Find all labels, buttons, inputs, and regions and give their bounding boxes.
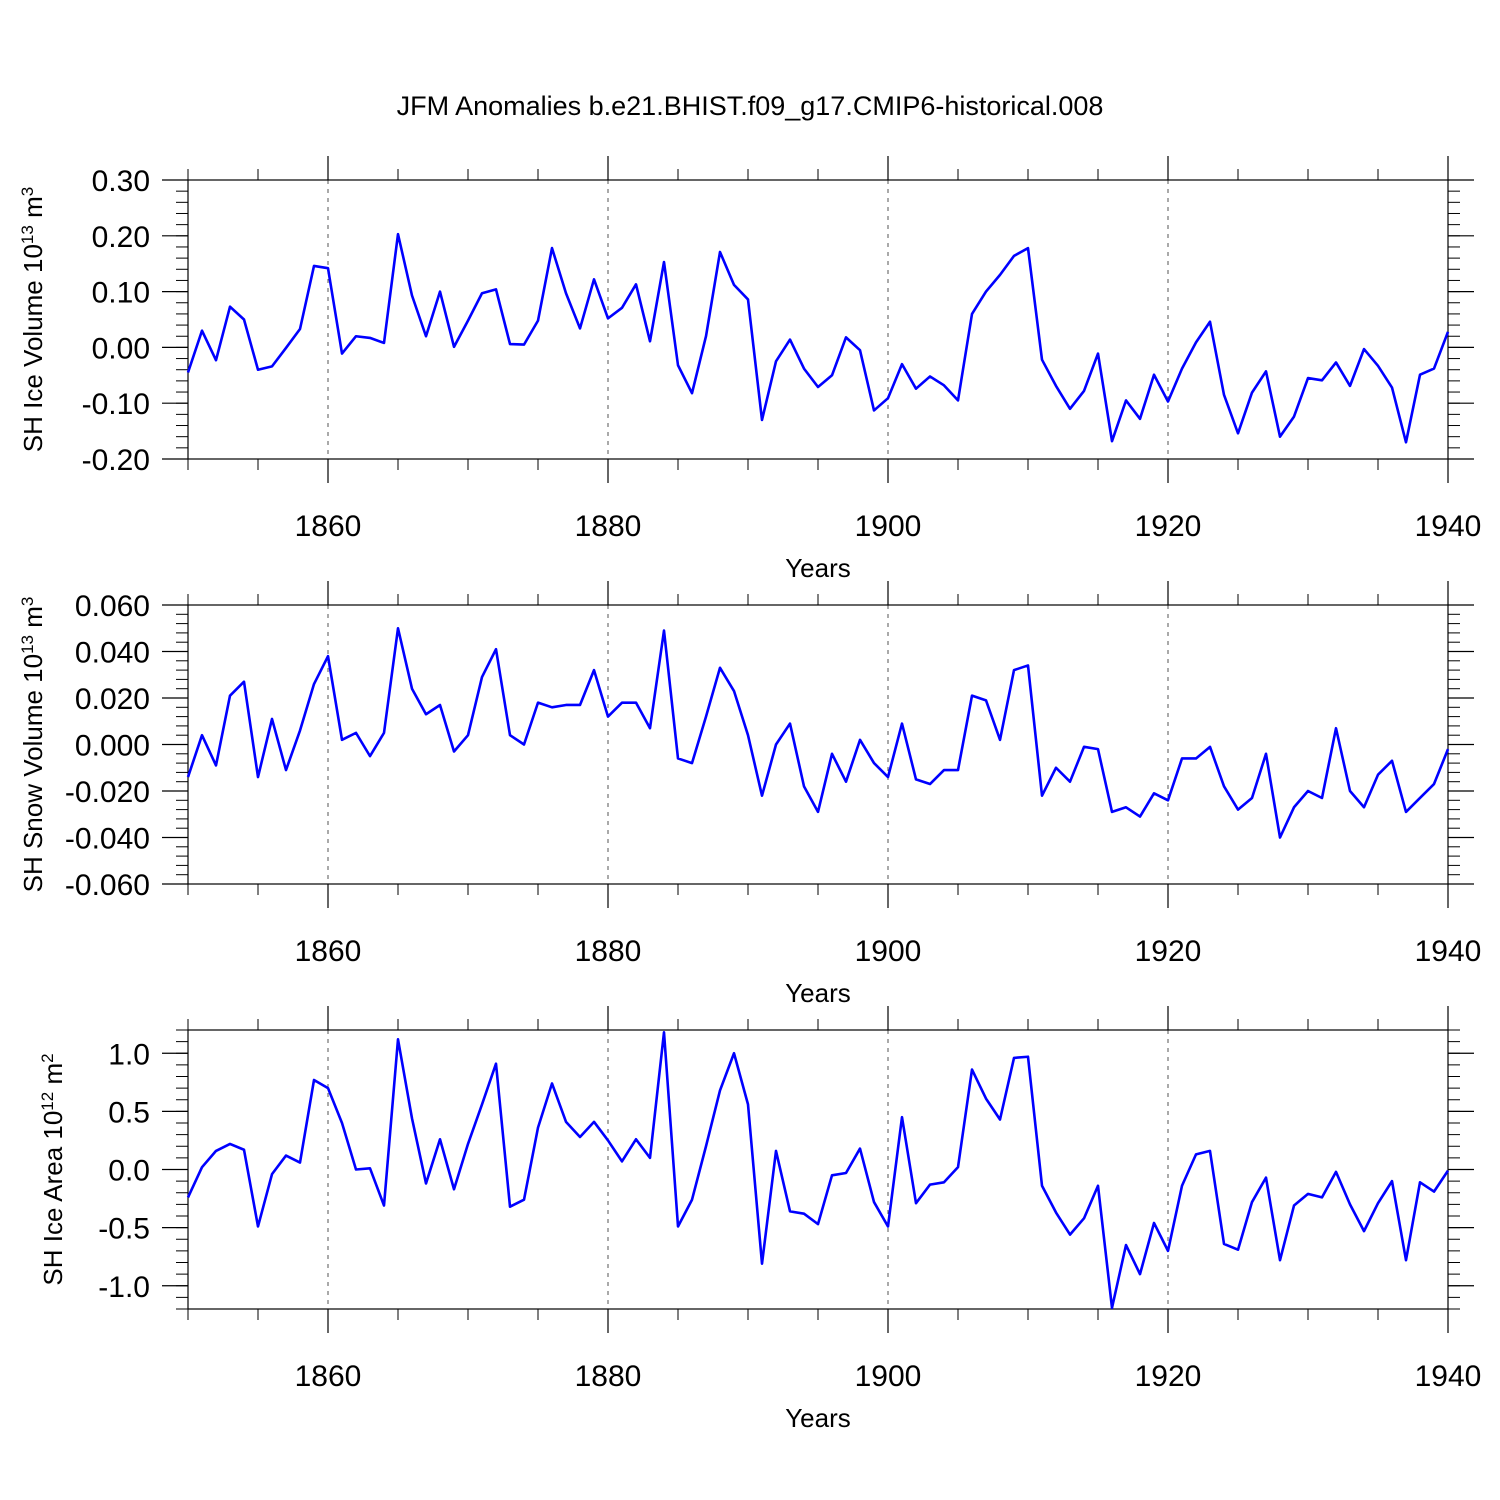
y-tick-label: 0.000 bbox=[75, 730, 150, 763]
y-tick-label: 0.040 bbox=[75, 637, 150, 670]
y-tick-label: -0.20 bbox=[82, 444, 150, 477]
y-tick-label: -1.0 bbox=[98, 1271, 150, 1304]
y-tick-label: -0.020 bbox=[65, 776, 150, 809]
x-tick-label: 1860 bbox=[295, 935, 362, 968]
y-axis-label-exponent: 12 bbox=[38, 1092, 57, 1111]
major-ticks bbox=[162, 581, 1474, 908]
y-axis-label-exponent: 13 bbox=[18, 635, 37, 654]
y-tick-label: 0.00 bbox=[92, 332, 150, 365]
y-axis-label-unit-exponent: 3 bbox=[18, 187, 37, 196]
x-tick-labels: 1860 1880 1900 1920 1940 bbox=[295, 1360, 1482, 1393]
major-ticks bbox=[162, 1006, 1474, 1333]
y-tick-label: -0.10 bbox=[82, 388, 150, 421]
series-line-snow-volume bbox=[186, 626, 1450, 839]
y-axis-label-main: SH Ice Volume 10 bbox=[18, 244, 48, 452]
chart-title: JFM Anomalies b.e21.BHIST.f09_g17.CMIP6-… bbox=[397, 91, 1104, 121]
x-axis-label: Years bbox=[785, 1403, 851, 1433]
y-axis-label: SH Ice Volume 1013 m3 bbox=[18, 187, 49, 452]
y-axis-label-main: SH Ice Area 10 bbox=[38, 1111, 68, 1286]
panel-ice-area: -1.0 -0.5 0.0 0.5 1.0 1860 1880 1900 1920 1940 Y… bbox=[38, 1006, 1482, 1433]
y-tick-label: 0.30 bbox=[92, 165, 150, 198]
x-axis-label: Years bbox=[785, 553, 851, 583]
y-axis-label-unit-exponent: 3 bbox=[18, 597, 37, 606]
x-tick-label: 1880 bbox=[575, 1360, 642, 1393]
x-tick-label: 1920 bbox=[1135, 935, 1202, 968]
x-tick-label: 1880 bbox=[575, 510, 642, 543]
y-tick-labels: -0.060 -0.040 -0.020 0.000 0.020 0.040 0.060 bbox=[65, 590, 150, 902]
x-axis-label: Years bbox=[785, 978, 851, 1008]
x-tick-label: 1900 bbox=[855, 510, 922, 543]
x-tick-label: 1860 bbox=[295, 1360, 362, 1393]
panel-ice-volume: -0.20-0.100.000.100.200.30 1860 1880 1900 1… bbox=[18, 156, 1482, 583]
y-axis-label: SH Ice Area 1012 m2 bbox=[38, 1053, 69, 1285]
y-tick-labels: -0.20 -0.10 0.00 0.10 0.20 0.30 bbox=[82, 165, 150, 477]
y-tick-label: -0.040 bbox=[65, 823, 150, 856]
series-line-ice-area bbox=[186, 1031, 1450, 1310]
minor-ticks bbox=[176, 594, 1460, 895]
x-grid bbox=[327, 180, 1169, 459]
plot-frame bbox=[187, 604, 1449, 885]
x-tick-label: 1860 bbox=[295, 510, 362, 543]
x-tick-label: 1880 bbox=[575, 935, 642, 968]
x-grid bbox=[327, 605, 1169, 884]
minor-ticks bbox=[176, 169, 1460, 470]
y-tick-label: 0.0 bbox=[108, 1155, 150, 1188]
panel-snow-volume: -0.060 -0.040 -0.020 0.000 0.020 0.040 0.060 1… bbox=[18, 581, 1482, 1008]
plot-frame bbox=[187, 179, 1449, 460]
x-tick-label: 1940 bbox=[1415, 935, 1482, 968]
y-axis-label-unit-exponent: 2 bbox=[38, 1053, 57, 1062]
x-tick-label: 1920 bbox=[1135, 510, 1202, 543]
y-tick-label: 0.060 bbox=[75, 590, 150, 623]
x-tick-labels: 1860 1880 1900 1920 1940 bbox=[295, 510, 1482, 543]
y-tick-label: 0.020 bbox=[75, 683, 150, 716]
y-axis-label-main: SH Snow Volume 10 bbox=[18, 654, 48, 892]
y-axis-label-unit: m bbox=[38, 1063, 68, 1092]
x-tick-label: 1920 bbox=[1135, 1360, 1202, 1393]
y-tick-label: -0.5 bbox=[98, 1213, 150, 1246]
y-tick-label: -0.060 bbox=[65, 869, 150, 902]
x-tick-label: 1900 bbox=[855, 935, 922, 968]
plot-frame bbox=[187, 1029, 1449, 1310]
y-axis-label-exponent: 13 bbox=[18, 225, 37, 244]
x-tick-labels: 1860 1880 1900 1920 1940 bbox=[295, 935, 1482, 968]
y-tick-label: 0.10 bbox=[92, 277, 150, 310]
y-tick-labels: -1.0 -0.5 0.0 0.5 1.0 bbox=[98, 1038, 150, 1304]
y-axis-label: SH Snow Volume 1013 m3 bbox=[18, 597, 49, 893]
x-grid bbox=[327, 1030, 1169, 1309]
major-ticks bbox=[162, 156, 1474, 483]
x-tick-label: 1940 bbox=[1415, 510, 1482, 543]
y-tick-label: 1.0 bbox=[108, 1038, 150, 1071]
x-tick-label: 1940 bbox=[1415, 1360, 1482, 1393]
y-axis-label-unit: m bbox=[18, 196, 48, 225]
y-tick-label: 0.5 bbox=[108, 1096, 150, 1129]
series-line-ice-volume bbox=[186, 232, 1450, 444]
y-axis-label-unit: m bbox=[18, 606, 48, 635]
x-tick-label: 1900 bbox=[855, 1360, 922, 1393]
y-tick-label: 0.20 bbox=[92, 221, 150, 254]
